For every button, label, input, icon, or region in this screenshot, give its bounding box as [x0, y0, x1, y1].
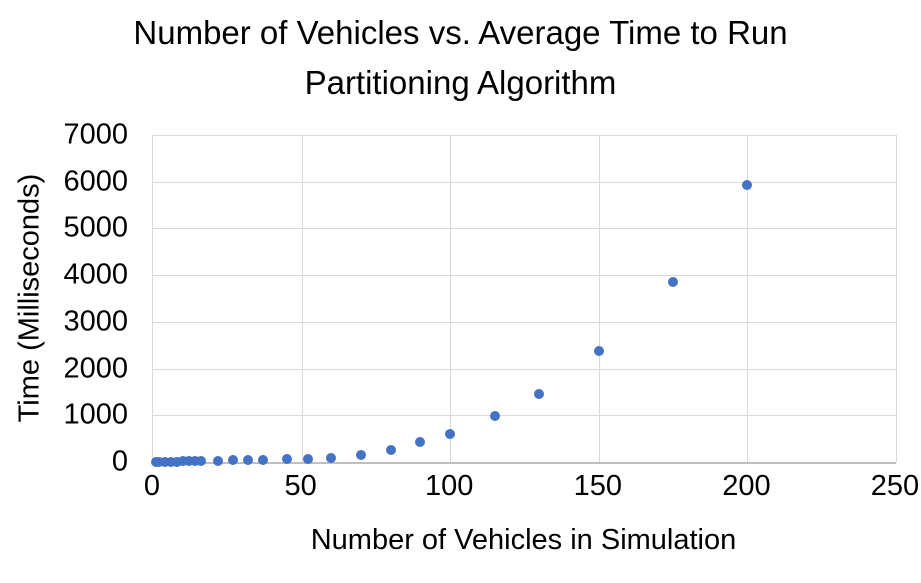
- gridline-vertical: [301, 135, 303, 462]
- data-point: [165, 456, 176, 467]
- data-point: [177, 456, 188, 467]
- gridline-horizontal: [153, 181, 896, 183]
- chart-title-line-2: Partitioning Algorithm: [304, 64, 617, 101]
- gridline-horizontal: [153, 321, 896, 323]
- x-tick-label: 100: [424, 470, 474, 502]
- y-tick-label: 6000: [63, 165, 128, 198]
- data-point: [445, 428, 456, 439]
- y-tick-label: 2000: [63, 352, 128, 385]
- y-tick-label: 4000: [63, 258, 128, 291]
- data-point: [385, 445, 396, 456]
- data-point: [281, 454, 292, 465]
- gridline-vertical: [896, 135, 897, 462]
- data-point: [228, 455, 239, 466]
- y-tick-label: 7000: [63, 118, 128, 151]
- chart-title: Number of Vehicles vs. Average Time to R…: [0, 8, 921, 108]
- x-tick-label: 150: [573, 470, 622, 502]
- plot-area: [150, 135, 897, 467]
- x-tick-label: 50: [284, 470, 317, 502]
- y-tick-label: 5000: [63, 211, 128, 244]
- data-point: [195, 456, 206, 467]
- gridline-horizontal: [153, 135, 896, 136]
- data-point: [183, 456, 194, 467]
- data-point: [153, 456, 164, 467]
- data-point: [159, 456, 170, 467]
- gridline-horizontal: [153, 415, 896, 417]
- data-point: [189, 456, 200, 467]
- data-point: [213, 455, 224, 466]
- y-tick-label: 3000: [63, 305, 128, 338]
- data-point: [534, 388, 545, 399]
- x-tick-label: 250: [870, 470, 920, 502]
- x-axis-tick-labels: 0 50 100 150 200 250: [144, 470, 919, 506]
- data-point: [257, 454, 268, 465]
- data-point: [415, 436, 426, 447]
- y-tick-label: 0: [111, 445, 128, 478]
- gridline-vertical: [747, 135, 749, 462]
- gridline-horizontal: [153, 228, 896, 230]
- x-axis-title: Number of Vehicles in Simulation: [310, 524, 737, 556]
- data-point: [302, 453, 313, 464]
- gridline-horizontal: [153, 275, 896, 277]
- x-tick-label: 0: [143, 470, 161, 502]
- data-point: [243, 455, 254, 466]
- data-point: [489, 410, 500, 421]
- data-point: [171, 456, 182, 467]
- chart-title-line-1: Number of Vehicles vs. Average Time to R…: [133, 14, 788, 51]
- gridline-vertical: [598, 135, 600, 462]
- gridline-vertical: [450, 135, 452, 462]
- gridline-horizontal: [153, 368, 896, 370]
- data-point: [668, 276, 679, 287]
- data-point: [356, 449, 367, 460]
- y-tick-label: 1000: [63, 398, 128, 431]
- data-point: [326, 452, 337, 463]
- data-point: [593, 346, 604, 357]
- y-axis-tick-labels: 0 1000 2000 3000 4000 5000 6000 7000: [0, 119, 128, 478]
- data-point: [742, 179, 753, 190]
- x-tick-label: 200: [722, 470, 771, 502]
